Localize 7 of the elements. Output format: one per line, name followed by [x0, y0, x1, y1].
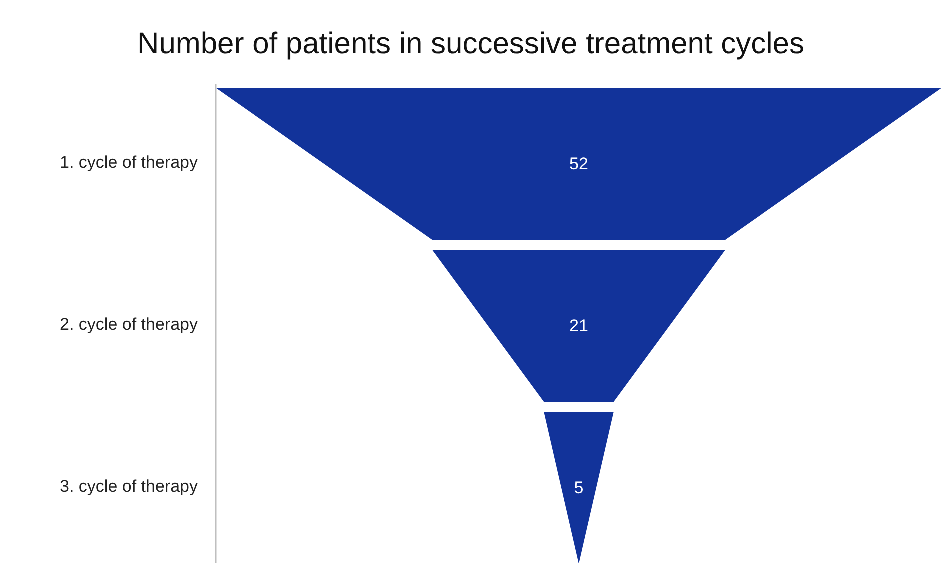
- data-label: 5: [574, 478, 584, 498]
- data-label: 52: [570, 154, 588, 174]
- category-label: 3. cycle of therapy: [60, 477, 198, 496]
- category-label: 1. cycle of therapy: [60, 153, 198, 172]
- category-label: 2. cycle of therapy: [60, 315, 198, 334]
- data-label: 21: [570, 316, 588, 336]
- text: Number of patients in successive treatment cycles: [138, 28, 804, 60]
